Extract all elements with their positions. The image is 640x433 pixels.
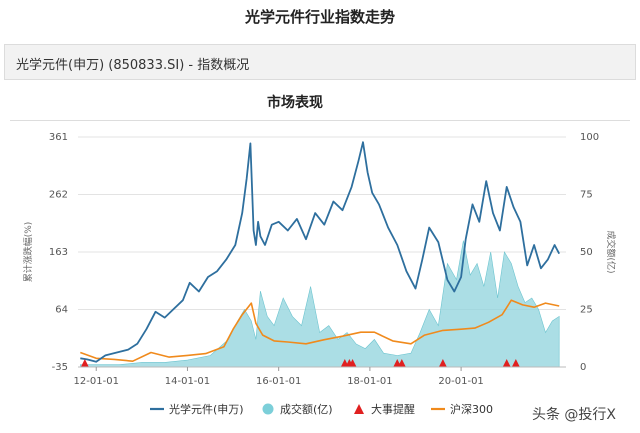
event-marker (511, 359, 520, 367)
series-volume-area (79, 240, 560, 368)
legend-label: 光学元件(申万) (169, 402, 244, 416)
y-left-tick-label: 262 (49, 190, 68, 201)
x-tick-label: 20-01-01 (438, 376, 483, 387)
index-overview-label: 光学元件(申万) (850833.SI) - 指数概况 (16, 58, 250, 73)
legend-swatch-circle (262, 403, 274, 415)
volume-area-group (79, 240, 560, 368)
y-right-axis-title: 成交额(亿) (605, 230, 617, 273)
y-left-tick-label: 361 (49, 132, 68, 143)
y-right-tick-label: 0 (580, 362, 586, 373)
event-marker (502, 359, 511, 367)
y-left-axis-title: 累计涨跌幅(%) (22, 222, 34, 283)
legend-swatch-triangle (354, 404, 364, 414)
x-tick-label: 16-01-01 (256, 376, 301, 387)
y-right-tick-label: 25 (580, 305, 593, 316)
event-marker (80, 359, 89, 367)
y-left-tick-label: 64 (55, 305, 68, 316)
hs300-line-group (80, 299, 560, 362)
section-divider (10, 120, 630, 121)
y-right-tick-label: 50 (580, 247, 593, 258)
legend[interactable]: 光学元件(申万) 成交额(亿) 大事提醒 沪深300 (150, 402, 493, 416)
index-line-group (80, 141, 560, 363)
legend-label: 成交额(亿) (280, 402, 333, 416)
legend-label: 大事提醒 (371, 402, 415, 416)
series-hs300-line (80, 299, 560, 362)
y-left-tick-label: -35 (52, 362, 68, 373)
y-right-tick-label: 75 (580, 190, 593, 201)
event-marker (438, 359, 447, 367)
y-left-tick-label: 163 (49, 247, 68, 258)
x-tick-label: 18-01-01 (347, 376, 392, 387)
event-marker (348, 359, 357, 367)
event-markers (80, 359, 520, 367)
section-title: 市场表现 (267, 95, 323, 111)
index-overview-header: 光学元件(申万) (850833.SI) - 指数概况 (4, 44, 636, 80)
x-tick-label: 12-01-01 (74, 376, 119, 387)
series-index-line (80, 141, 560, 363)
event-marker (397, 359, 406, 367)
axes: 361 100 262 75 163 50 64 25 -35 0 12-01-01 14-01-01… (22, 132, 617, 387)
page-title: 光学元件行业指数走势 (244, 8, 395, 26)
y-right-tick-label: 100 (580, 132, 599, 143)
legend-label: 沪深300 (450, 402, 493, 416)
watermark: 头条 @投行X (531, 407, 616, 423)
x-tick-label: 14-01-01 (165, 376, 210, 387)
